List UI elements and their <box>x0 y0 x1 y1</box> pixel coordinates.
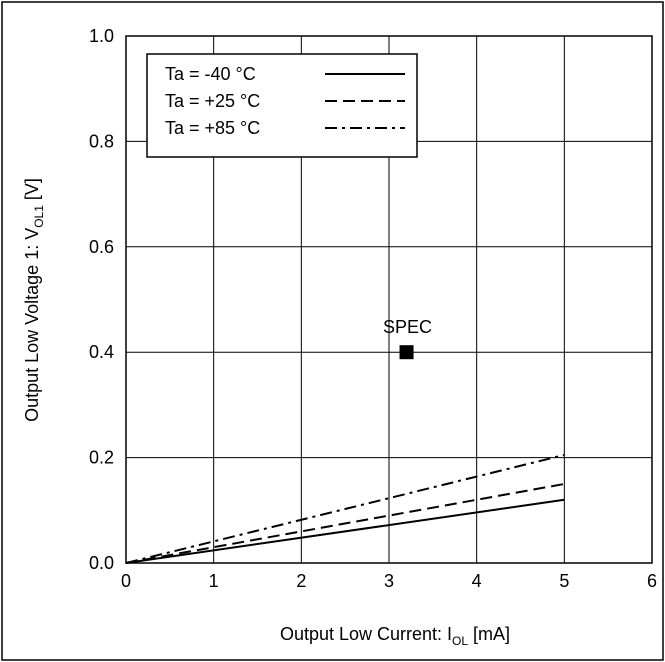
x-tick-label: 1 <box>209 571 219 591</box>
x-tick-label: 4 <box>472 571 482 591</box>
series-group <box>125 453 565 564</box>
x-tick-label: 0 <box>121 571 131 591</box>
series-line-3 <box>125 453 565 564</box>
y-tick-label: 0.2 <box>89 448 114 468</box>
x-tick-label: 5 <box>559 571 569 591</box>
x-axis-title-sub: OL <box>452 634 468 648</box>
legend-label-3: Ta = +85 °C <box>165 118 260 138</box>
x-axis-title: Output Low Current: IOL [mA] <box>280 624 510 648</box>
y-tick-label: 0.6 <box>89 237 114 257</box>
x-axis-title-main: Output Low Current: I <box>280 624 452 644</box>
y-tick-label: 0.8 <box>89 131 114 151</box>
series-line-1 <box>125 498 565 564</box>
y-axis-title-sub: OL1 <box>32 205 46 228</box>
legend-label-1: Ta = -40 °C <box>165 64 256 84</box>
x-tick-label: 3 <box>384 571 394 591</box>
x-tick-label: 2 <box>296 571 306 591</box>
legend-label-2: Ta = +25 °C <box>165 91 260 111</box>
legend-box <box>146 53 418 158</box>
series-line-2 <box>125 482 565 564</box>
x-tick-label: 6 <box>647 571 657 591</box>
spec-marker <box>399 345 414 360</box>
y-tick-labels: 0.0 0.2 0.4 0.6 0.8 1.0 <box>89 26 114 573</box>
x-tick-labels: 0 1 2 3 4 5 6 <box>121 571 657 591</box>
x-axis-title-unit: [mA] <box>468 624 510 644</box>
spec-label: SPEC <box>383 317 432 337</box>
y-tick-label: 0.0 <box>89 553 114 573</box>
plot-area <box>125 35 653 564</box>
annotations: SPEC <box>383 317 432 360</box>
y-axis-title: Output Low Voltage 1: VOL1 [V] <box>22 178 46 422</box>
y-axis-title-unit: [V] <box>22 178 42 205</box>
y-tick-label: 1.0 <box>89 26 114 46</box>
y-axis-title-main: Output Low Voltage 1: V <box>22 228 42 422</box>
legend: Ta = -40 °C Ta = +25 °C Ta = +85 °C <box>146 53 418 158</box>
y-tick-label: 0.4 <box>89 342 114 362</box>
